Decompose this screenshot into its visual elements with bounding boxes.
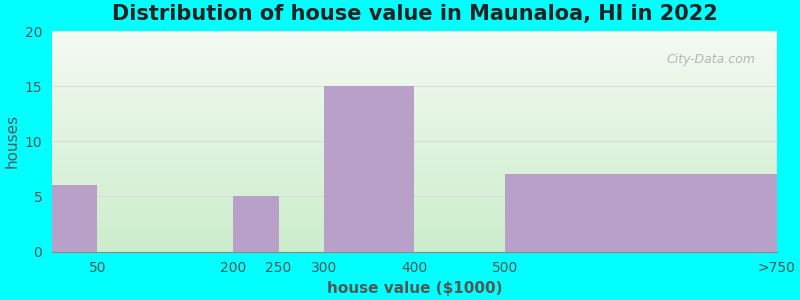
Bar	[324, 86, 414, 252]
Title: Distribution of house value in Maunaloa, HI in 2022: Distribution of house value in Maunaloa,…	[112, 4, 718, 24]
Text: City-Data.com: City-Data.com	[666, 53, 755, 66]
Bar	[234, 196, 278, 252]
Bar	[505, 175, 777, 252]
Y-axis label: houses: houses	[4, 114, 19, 169]
Bar	[52, 185, 98, 252]
X-axis label: house value ($1000): house value ($1000)	[326, 281, 502, 296]
